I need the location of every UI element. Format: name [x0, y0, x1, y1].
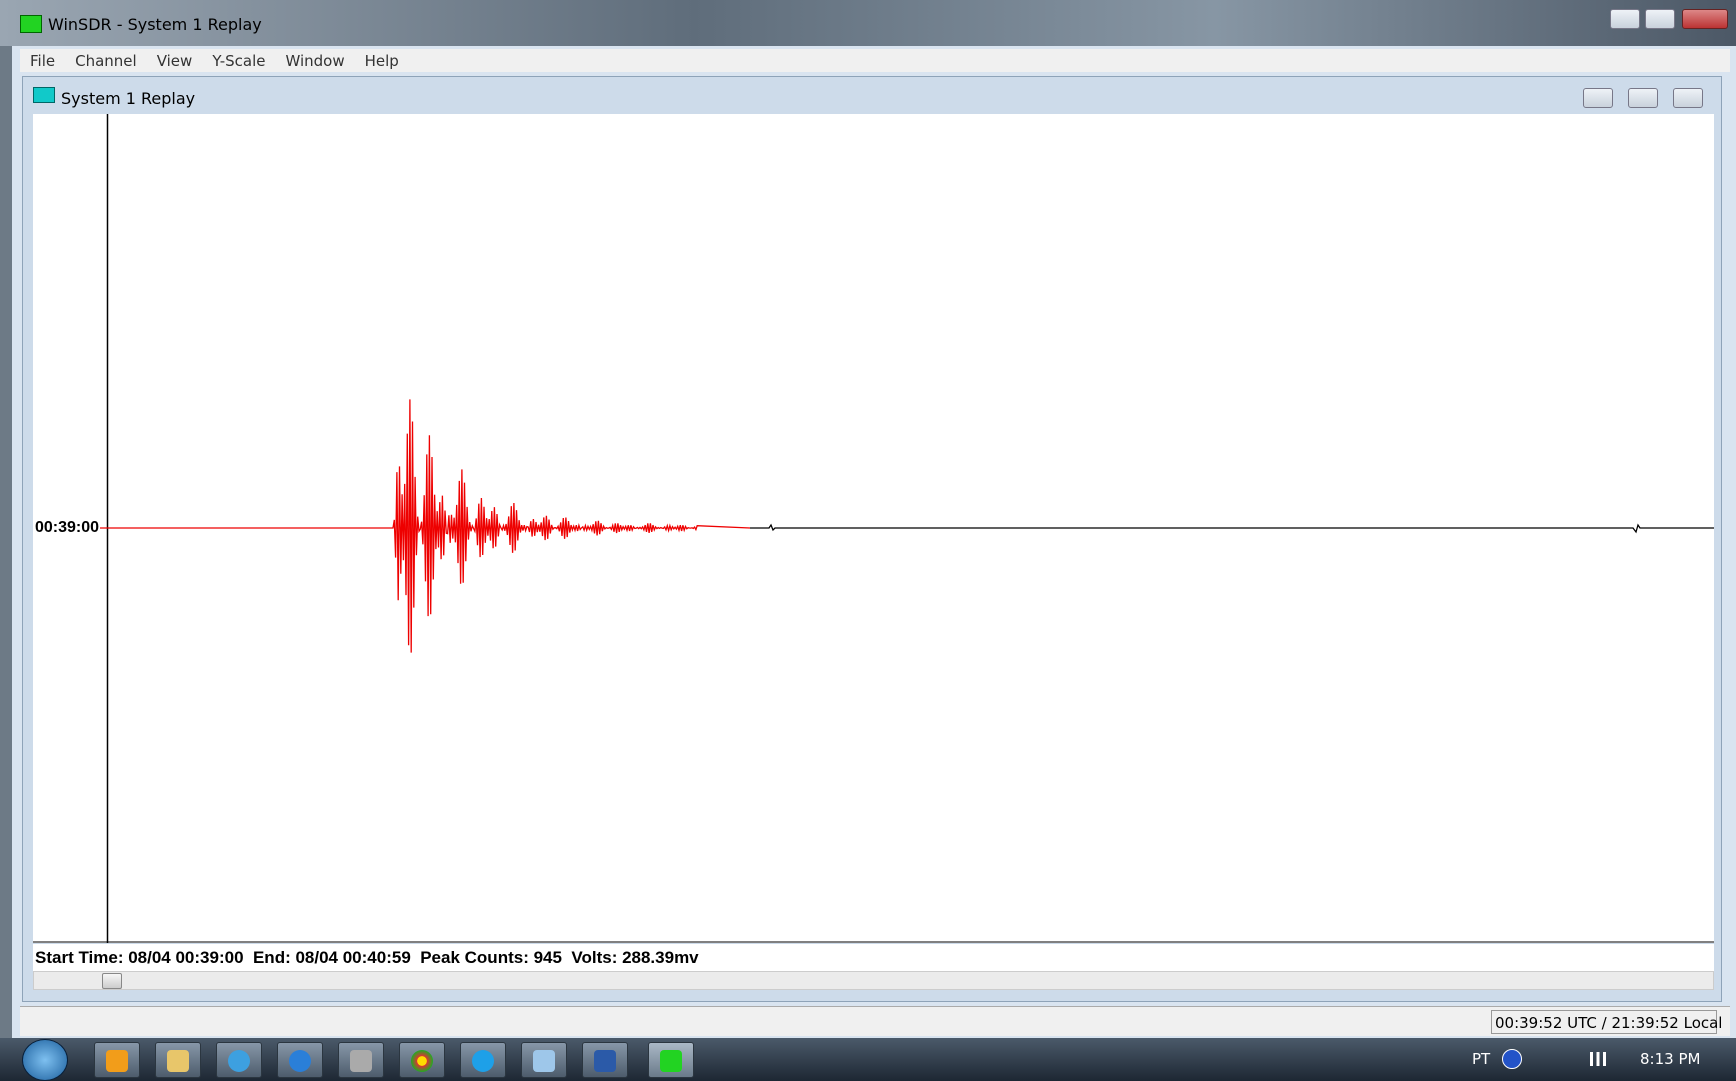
trace-black [750, 523, 1714, 534]
help-icon[interactable] [1502, 1049, 1522, 1069]
status-clock: 00:39:52 UTC / 21:39:52 Local [1491, 1010, 1722, 1034]
taskbar-app[interactable] [216, 1042, 262, 1078]
language[interactable]: PT [1472, 1050, 1491, 1068]
child-title: System 1 Replay [61, 89, 196, 108]
scroll-thumb[interactable] [102, 973, 122, 989]
plot-area: 00:39:00 [33, 114, 1714, 943]
menu-item[interactable]: View [156, 52, 193, 70]
taskbar: PT 8:13 PM [0, 1038, 1736, 1081]
taskbar-app[interactable] [460, 1042, 506, 1078]
menu-item[interactable]: Help [364, 52, 399, 70]
clock[interactable]: 8:13 PM [1640, 1050, 1701, 1068]
app-icon [20, 15, 42, 33]
child-minimize[interactable] [1583, 88, 1613, 108]
menu-item[interactable]: Window [285, 52, 345, 70]
taskbar-app[interactable] [582, 1042, 628, 1078]
title-bar: WinSDR - System 1 Replay [0, 0, 1736, 46]
taskbar-app[interactable] [521, 1042, 567, 1078]
window-title: WinSDR - System 1 Replay [48, 15, 262, 34]
taskbar-app[interactable] [338, 1042, 384, 1078]
menu-bar: File Channel View Y-Scale Window Help [20, 49, 1730, 72]
menu-item[interactable]: Channel [75, 52, 137, 70]
info-row: Start Time: 08/04 00:39:00 End: 08/04 00… [33, 944, 1714, 971]
taskbar-app[interactable] [94, 1042, 140, 1078]
taskbar-app[interactable] [277, 1042, 323, 1078]
menu-item[interactable]: File [30, 52, 56, 70]
minimize-button[interactable] [1610, 9, 1640, 29]
taskbar-app[interactable] [648, 1042, 694, 1078]
taskbar-app[interactable] [399, 1042, 445, 1078]
taskbar-app[interactable] [155, 1042, 201, 1078]
child-restore[interactable] [1628, 88, 1658, 108]
tray-signal[interactable] [1590, 1052, 1606, 1066]
scrollbar[interactable] [33, 971, 1714, 990]
info-text: Start Time: 08/04 00:39:00 End: 08/04 00… [35, 948, 699, 967]
menu-item[interactable]: Y-Scale [212, 52, 266, 70]
status-bar: 00:39:52 UTC / 21:39:52 Local [20, 1006, 1730, 1036]
time-label: 00:39:00 [35, 519, 99, 536]
child-close[interactable] [1673, 88, 1703, 108]
child-icon [33, 87, 55, 103]
maximize-button[interactable] [1645, 9, 1675, 29]
close-button[interactable] [1682, 9, 1728, 29]
start-button[interactable] [22, 1039, 68, 1081]
trace-red [100, 399, 751, 653]
